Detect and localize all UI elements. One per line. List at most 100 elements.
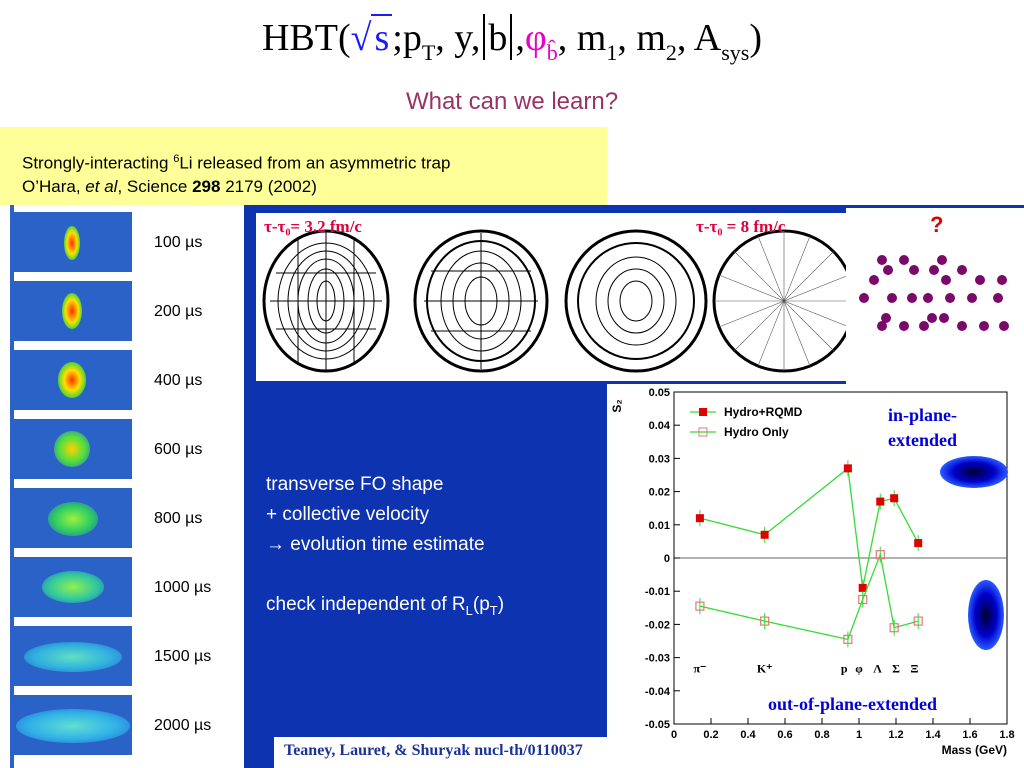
reference-text: Strongly-interacting 6Li released from a…	[22, 148, 450, 198]
x-tick-label: 1.6	[962, 729, 977, 741]
atom-cloud	[16, 709, 130, 743]
y-tick-label: -0.03	[645, 653, 670, 665]
time-label-right: τ-τ₀ = 8 fm/c	[696, 217, 786, 236]
left-edge-strip	[10, 205, 14, 768]
out-plane-annotation: out-of-plane-extended	[768, 694, 937, 714]
y-tick-label: 0	[664, 553, 670, 565]
in-plane-line1: in-plane-	[888, 405, 958, 425]
particle-label: φ	[855, 662, 863, 676]
formula-m2: , m	[617, 17, 666, 59]
y-tick-label: -0.02	[645, 619, 670, 631]
footer-box	[274, 737, 658, 768]
trap-image-1500	[14, 626, 132, 686]
ref-journal: , Science	[117, 176, 193, 196]
bullet-collective-velocity: + collective velocity	[266, 504, 430, 525]
in-plane-annotation: in-plane- extended	[888, 403, 957, 453]
time-label: 200 µs	[154, 303, 203, 320]
trap-image-400	[14, 350, 132, 410]
x-tick-label: 0.6	[777, 729, 792, 741]
bullet-check-post: )	[497, 594, 505, 615]
formula-close: )	[749, 17, 763, 59]
data-point-open	[695, 601, 705, 611]
x-tick-label: 0.2	[703, 729, 718, 741]
formula-t: T	[421, 40, 436, 65]
legend-label: Hydro Only	[724, 425, 789, 439]
ref-pages: 2179 (2002)	[220, 176, 317, 196]
particle-label: p	[841, 662, 848, 676]
time-label: 1500 µs	[154, 648, 212, 665]
data-point-open	[843, 634, 853, 644]
atom-cloud	[58, 362, 86, 398]
atom-cloud	[64, 226, 80, 260]
data-point-filled	[914, 539, 923, 548]
formula-b: b	[488, 17, 508, 59]
atom-cloud	[54, 431, 90, 467]
bullet-text: transverse FO shape + collective velocit…	[266, 470, 504, 626]
contour-plots	[262, 229, 846, 373]
ref-volume: 298	[192, 176, 221, 196]
simulation-panel: τ-τ₀= 3.2 fm/c τ-τ₀ = 8 fm/c	[256, 213, 846, 381]
x-tick-label: 1.2	[888, 729, 903, 741]
formula-a: , A	[676, 17, 722, 59]
bullet-sub-t: T	[489, 602, 498, 618]
formula-bhat: b̂	[546, 40, 558, 65]
time-label: 400 µs	[154, 372, 203, 389]
x-tick-label: 0.4	[740, 729, 756, 741]
x-tick-label: 0	[671, 729, 677, 741]
in-plane-line2: extended	[888, 430, 957, 450]
bullet-check-independent: check independent of RL(pT)	[266, 590, 504, 626]
y-tick-label: 0.01	[649, 520, 670, 532]
data-point-open	[875, 550, 885, 560]
abs-bar-left	[483, 14, 486, 60]
sqrt-symbol: √	[350, 17, 372, 59]
time-label: 800 µs	[154, 510, 203, 527]
ref-line1-pre: Strongly-interacting	[22, 153, 174, 173]
trap-image-800	[14, 488, 132, 548]
formula-2: 2	[665, 40, 677, 65]
slide-subtitle: What can we learn?	[405, 88, 619, 115]
data-point-open	[913, 616, 923, 626]
y-tick-label: 0.02	[649, 487, 670, 499]
legend-label: Hydro+RQMD	[724, 405, 803, 419]
data-point-open	[760, 616, 770, 626]
ref-sup: 6	[173, 153, 180, 165]
bullet-sub-l: L	[465, 602, 473, 618]
formula-comma: ,	[515, 17, 525, 59]
formula-s: s	[371, 14, 393, 60]
data-point-filled	[695, 514, 704, 523]
question-mark: ?	[930, 212, 944, 237]
trap-image-100	[14, 212, 132, 272]
particle-label: K⁺	[757, 662, 773, 676]
abs-bar-right	[510, 14, 513, 60]
formula-y: , y,	[435, 17, 481, 59]
particle-question-panel	[846, 208, 1024, 384]
formula-p: ;p	[392, 17, 422, 59]
particle-label: π⁻	[693, 662, 706, 676]
trap-image-1000	[14, 557, 132, 617]
atom-cloud	[42, 571, 104, 603]
contour-plot-2	[413, 229, 549, 373]
x-tick-label: 1.8	[999, 729, 1014, 741]
y-tick-label: -0.05	[645, 719, 670, 731]
particle-label: Ξ	[910, 662, 918, 676]
time-label: 100 µs	[154, 234, 203, 251]
data-point-filled	[843, 464, 852, 473]
y-tick-label: -0.04	[645, 686, 671, 698]
series-line-1	[699, 552, 919, 641]
data-point-filled	[876, 497, 885, 506]
legend-marker-open	[698, 427, 708, 437]
time-label: 600 µs	[154, 441, 203, 458]
series-line-0	[699, 467, 919, 589]
atom-cloud	[48, 502, 98, 536]
data-point-open	[858, 594, 868, 605]
trap-image-600	[14, 419, 132, 479]
formula-m1: , m	[557, 17, 607, 59]
contour-plot-4	[712, 229, 846, 373]
y-tick-label: 0.04	[649, 420, 671, 432]
chart-svg: -0.05 -0.04 -0.03 -0.02 -0.01 0 0.01 0.02 0.03 0.…	[610, 387, 1015, 757]
time-label-left: τ-τ₀= 3.2 fm/c	[264, 217, 362, 236]
ref-author: O’Hara,	[22, 176, 86, 196]
reference-box	[0, 127, 607, 207]
y-tick-label: 0.03	[649, 453, 670, 465]
data-point-filled	[858, 583, 867, 592]
